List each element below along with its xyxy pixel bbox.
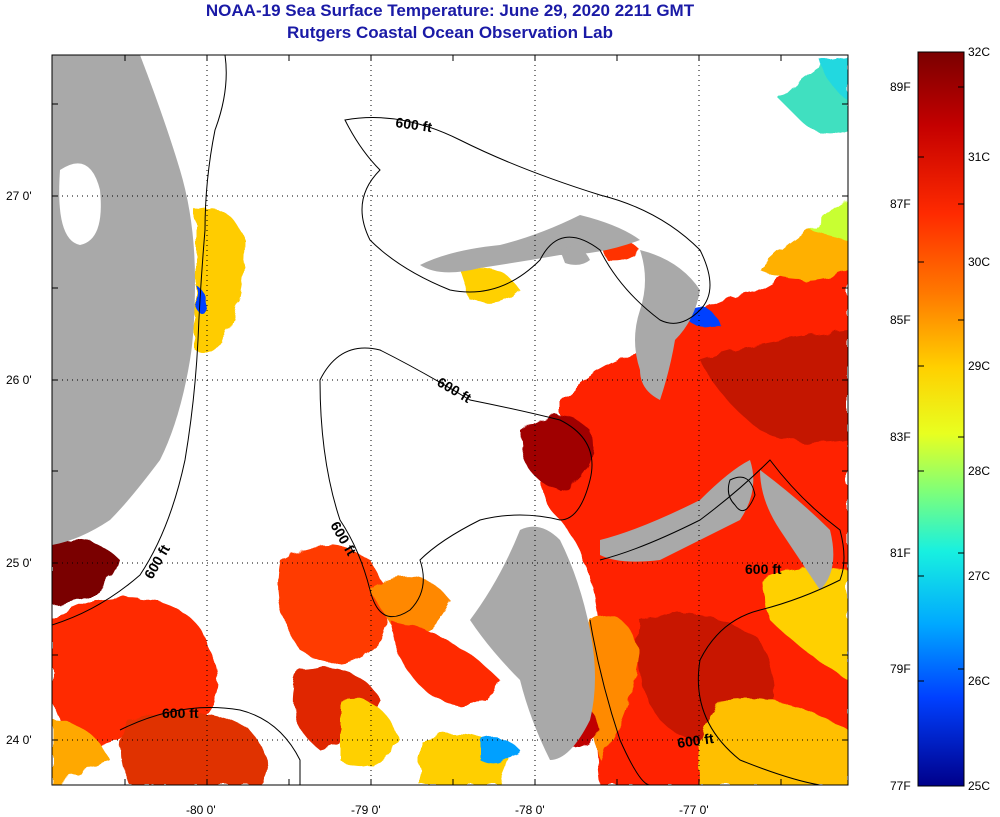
map-subtitle: Rutgers Coastal Ocean Observation Lab — [287, 23, 613, 42]
lon-label: -80 0' — [186, 803, 216, 817]
map-area: 600 ft 600 ft 600 ft 600 ft 600 ft 600 f… — [52, 55, 848, 785]
graticule — [52, 55, 848, 785]
colorbar-ticks — [918, 86, 964, 682]
colorbar-label-c: 30C — [968, 255, 991, 269]
map-title: NOAA-19 Sea Surface Temperature: June 29… — [205, 1, 695, 20]
colorbar-label-f: 83F — [890, 430, 911, 444]
lon-label: -78 0' — [515, 803, 545, 817]
lon-label: -79 0' — [351, 803, 381, 817]
colorbar-label-f: 81F — [890, 546, 911, 560]
colorbar-label-c: 27C — [968, 569, 991, 583]
map-frame — [51, 54, 849, 786]
land-clouds — [59, 163, 101, 245]
contour-label-600ft: 600 ft — [395, 114, 434, 135]
colorbar-label-c: 26C — [968, 674, 991, 688]
contour-label-600ft: 600 ft — [162, 705, 199, 721]
depth-contours — [52, 55, 845, 785]
lat-label: 25 0' — [6, 556, 32, 570]
lat-label: 26 0' — [6, 373, 32, 387]
colorbar-label-c: 25C — [968, 779, 991, 793]
lon-label: -77 0' — [679, 803, 709, 817]
contour-label-600ft: 600 ft — [676, 730, 715, 751]
axis-ticks — [52, 55, 848, 785]
colorbar-label-f: 79F — [890, 662, 911, 676]
contour-label-600ft: 600 ft — [745, 561, 782, 577]
colorbar — [917, 51, 965, 787]
colorbar-label-f: 77F — [890, 779, 911, 793]
colorbar-label-c: 32C — [968, 45, 991, 59]
colorbar-label-c: 28C — [968, 464, 991, 478]
lat-label: 24 0' — [6, 733, 32, 747]
colorbar-label-c: 29C — [968, 359, 991, 373]
lat-label: 27 0' — [6, 189, 32, 203]
colorbar-label-c: 31C — [968, 150, 991, 164]
colorbar-label-f: 89F — [890, 80, 911, 94]
colorbar-label-f: 87F — [890, 197, 911, 211]
colorbar-label-f: 85F — [890, 313, 911, 327]
